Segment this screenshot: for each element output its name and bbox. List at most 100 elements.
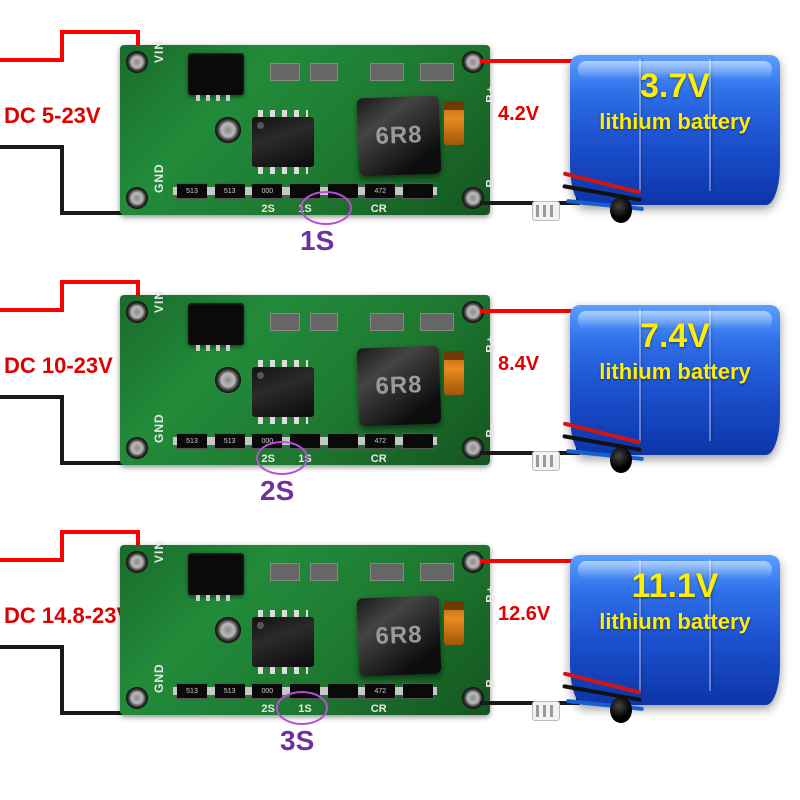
jumper-labels: 2S1SCR <box>176 203 434 217</box>
silk-gnd: GND <box>152 413 166 443</box>
battery-voltage: 7.4V <box>570 317 780 356</box>
config-2s: DC 10-23V VIN GND B+ B- 6R8 513 513 000 472 2S1SCR… <box>0 275 800 495</box>
smd-resistor: 513 <box>214 183 246 199</box>
battery-type-label: lithium battery <box>570 359 780 385</box>
smd-resistor <box>289 683 321 699</box>
charge-voltage-label: 12.6V <box>498 603 550 626</box>
wire-positive <box>60 30 64 58</box>
input-voltage-label: DC 10-23V <box>4 353 113 379</box>
smd-cap <box>420 63 454 81</box>
charge-voltage-label: 4.2V <box>498 103 539 126</box>
smd-resistor: 000 <box>251 433 283 449</box>
pcb-board: VINGNDB+B-6R85135130004722S1SCR <box>120 45 490 215</box>
mosfet-ic <box>188 53 244 95</box>
wire-positive <box>60 530 64 558</box>
smd-resistor: 000 <box>251 683 283 699</box>
power-inductor: 6R8 <box>357 346 442 427</box>
smd-resistor <box>327 183 359 199</box>
wire-positive <box>60 280 140 284</box>
mounting-hole <box>462 187 484 209</box>
jumper-strip: 513513000472 <box>176 681 434 701</box>
mounting-hole <box>126 437 148 459</box>
controller-ic <box>252 617 314 667</box>
config-1s: DC 5-23VVINGNDB+B-6R85135130004722S1SCR1… <box>0 25 800 245</box>
wire-positive <box>0 558 64 562</box>
mounting-hole <box>462 687 484 709</box>
controller-ic <box>252 117 314 167</box>
jumper-strip: 513 513 000 472 <box>176 431 434 451</box>
wire-positive <box>480 559 580 563</box>
tantalum-cap <box>444 601 464 645</box>
lead-blue <box>566 199 644 211</box>
wire-negative <box>0 395 64 399</box>
smd-cap <box>420 563 454 581</box>
charge-voltage-label: 8.4V <box>498 353 539 376</box>
wire-negative <box>60 395 64 465</box>
silk-bminus: B- <box>484 423 498 438</box>
smd-resistor <box>402 433 434 449</box>
mounting-hole <box>462 437 484 459</box>
battery-type-label: lithium battery <box>570 609 780 635</box>
mosfet-ic <box>188 553 244 595</box>
smd-cap <box>310 563 338 581</box>
battery-leads <box>552 675 672 745</box>
battery-leads <box>552 425 672 495</box>
wire-negative <box>0 645 64 649</box>
smd-resistor: 472 <box>364 183 396 199</box>
smd-resistor <box>327 433 359 449</box>
mounting-hole <box>126 687 148 709</box>
smd-resistor: 513 <box>176 183 208 199</box>
config-3s: DC 14.8-23VVINGNDB+B-6R85135130004722S1S… <box>0 525 800 745</box>
smd-resistor <box>402 683 434 699</box>
power-inductor: 6R8 <box>357 596 442 677</box>
silk-vin: VIN <box>152 540 166 563</box>
smd-cap <box>310 313 338 331</box>
smd-resistor <box>327 683 359 699</box>
smd-cap <box>270 63 300 81</box>
wire-positive <box>480 309 580 313</box>
mounting-hole <box>126 51 148 73</box>
smd-resistor: 513 <box>214 433 246 449</box>
jumper-labels: 2S1SCR <box>176 453 434 467</box>
smd-cap <box>270 563 300 581</box>
battery-leads <box>552 175 672 245</box>
wire-positive <box>60 30 140 34</box>
smd-cap <box>420 313 454 331</box>
input-voltage-label: DC 14.8-23V <box>4 603 131 629</box>
wire-positive <box>0 308 64 312</box>
smd-resistor <box>289 183 321 199</box>
controller-ic <box>252 367 314 417</box>
jumper-strip: 513 513 000 472 <box>176 181 434 201</box>
smd-resistor: 472 <box>364 433 396 449</box>
smd-cap <box>270 313 300 331</box>
config-label: 2S <box>260 475 294 507</box>
smd-cap <box>370 563 404 581</box>
wire-positive <box>60 530 140 534</box>
mounting-hole <box>215 367 241 393</box>
jst-connector-icon <box>532 201 560 221</box>
mounting-hole <box>215 117 241 143</box>
pcb-board: VINGNDB+B-6R85135130004722S1SCR <box>120 295 490 465</box>
silk-vin: VIN <box>152 290 166 313</box>
silk-bminus: B- <box>484 673 498 688</box>
silk-bplus: B+ <box>484 335 498 353</box>
smd-resistor: 000 <box>251 183 283 199</box>
jst-connector-icon <box>532 701 560 721</box>
power-inductor: 6R8 <box>357 96 442 177</box>
silk-gnd: GND <box>152 663 166 693</box>
silk-vin: VIN <box>152 40 166 63</box>
silk-bplus: B+ <box>484 85 498 103</box>
config-label: 3S <box>280 725 314 757</box>
battery-type-label: lithium battery <box>570 109 780 135</box>
dc-barrel-icon <box>610 697 632 723</box>
smd-resistor: 513 <box>176 433 208 449</box>
smd-resistor: 513 <box>214 683 246 699</box>
wire-negative <box>60 145 64 215</box>
wire-positive <box>60 280 64 308</box>
battery-voltage: 3.7V <box>570 67 780 106</box>
smd-resistor: 513 <box>176 683 208 699</box>
lead-blue <box>566 699 644 711</box>
wire-positive <box>480 59 580 63</box>
wire-negative <box>60 645 64 715</box>
mounting-hole <box>126 187 148 209</box>
